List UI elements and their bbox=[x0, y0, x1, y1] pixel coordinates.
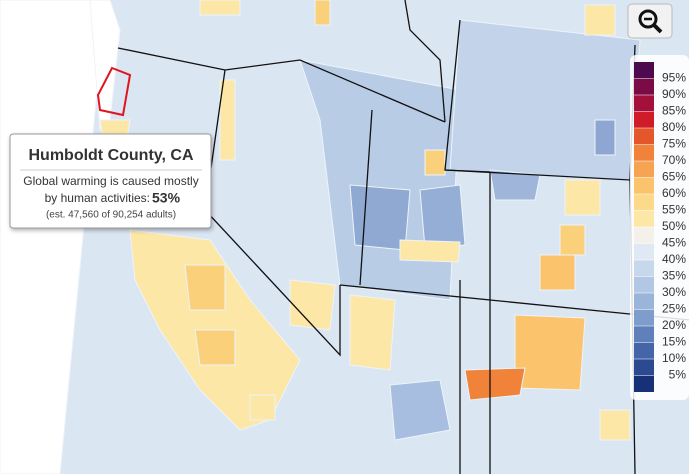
tooltip-note: (est. 47,560 of 90,254 adults) bbox=[46, 210, 176, 221]
tooltip-value: 53% bbox=[152, 190, 181, 206]
legend-swatch bbox=[634, 293, 654, 310]
legend-swatch bbox=[634, 62, 654, 79]
legend-swatch bbox=[634, 128, 654, 145]
legend-label: 45% bbox=[662, 236, 686, 250]
legend-swatch bbox=[634, 161, 654, 178]
legend-label: 75% bbox=[662, 137, 686, 151]
legend-label: 35% bbox=[662, 269, 686, 283]
tooltip-title: Humboldt County, CA bbox=[28, 147, 193, 164]
legend-swatch bbox=[634, 227, 654, 244]
legend-label: 10% bbox=[662, 351, 686, 365]
legend-swatch bbox=[634, 243, 654, 260]
legend-label: 65% bbox=[662, 170, 686, 184]
legend-swatch bbox=[634, 111, 654, 128]
legend-label: 70% bbox=[662, 153, 686, 167]
legend: 95% 90% 85% 80% 75% 70% 65% 60% 55% 50% 45% 40% 35% 3… bbox=[634, 62, 686, 392]
legend-label: 85% bbox=[662, 104, 686, 118]
tooltip-text: by human activities: bbox=[45, 191, 150, 205]
legend-swatch bbox=[634, 194, 654, 211]
legend-swatch bbox=[634, 177, 654, 194]
legend-label: 30% bbox=[662, 285, 686, 299]
legend-label: 15% bbox=[662, 335, 686, 349]
tooltip-text: Global warming is caused mostly bbox=[23, 174, 198, 188]
tooltip: Humboldt County, CA Global warming is ca… bbox=[9, 133, 212, 229]
legend-label: 50% bbox=[662, 219, 686, 233]
legend-label: 90% bbox=[662, 87, 686, 101]
legend-label: 20% bbox=[662, 318, 686, 332]
legend-label: 80% bbox=[662, 120, 686, 134]
legend-swatch bbox=[634, 144, 654, 161]
legend-swatch bbox=[634, 276, 654, 293]
legend-label: 40% bbox=[662, 252, 686, 266]
legend-swatch bbox=[634, 359, 654, 376]
legend-label: 95% bbox=[662, 71, 686, 85]
legend-swatch bbox=[634, 78, 654, 95]
legend-swatch bbox=[634, 309, 654, 326]
legend-label: 60% bbox=[662, 186, 686, 200]
legend-label: 25% bbox=[662, 302, 686, 316]
legend-swatch bbox=[634, 210, 654, 227]
legend-swatch bbox=[634, 342, 654, 359]
zoom-button[interactable] bbox=[627, 3, 673, 39]
selected-county[interactable] bbox=[96, 66, 132, 117]
legend-swatch bbox=[634, 326, 654, 343]
legend-swatch bbox=[634, 260, 654, 277]
legend-label: 5% bbox=[669, 368, 687, 382]
legend-swatch bbox=[634, 95, 654, 112]
legend-swatch bbox=[634, 375, 654, 392]
legend-label: 55% bbox=[662, 203, 686, 217]
